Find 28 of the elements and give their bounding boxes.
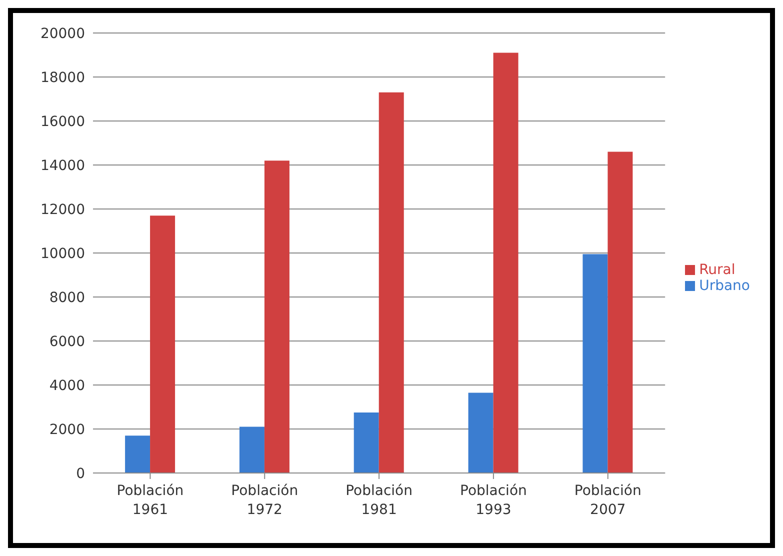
legend-label: Rural: [699, 262, 736, 278]
y-tick-label: 16000: [40, 114, 85, 130]
bar: [150, 216, 176, 473]
x-tick-label: Población 1993: [460, 483, 527, 518]
y-tick-label: 10000: [40, 246, 85, 262]
bar: [354, 412, 379, 473]
bar: [493, 52, 518, 473]
bar: [125, 436, 150, 473]
bar: [582, 254, 608, 473]
x-tick-label: Población 1961: [116, 483, 184, 518]
bar: [378, 92, 404, 473]
y-tick-label: 4000: [49, 378, 85, 394]
x-tick-label: Población 1972: [231, 483, 298, 518]
y-tick-label: 6000: [49, 334, 85, 350]
bar: [608, 152, 633, 473]
y-tick-label: 20000: [40, 26, 85, 42]
y-tick-label: 14000: [40, 158, 85, 174]
y-tick-label: 8000: [49, 290, 85, 306]
y-tick-label: 12000: [40, 202, 85, 218]
legend-label: Urbano: [699, 278, 750, 294]
y-tick-label: 18000: [40, 70, 85, 86]
y-tick-label: 2000: [49, 422, 85, 438]
bar: [468, 392, 494, 473]
y-tick-label: 0: [76, 466, 85, 482]
x-tick-label: Población 1981: [346, 483, 412, 518]
x-tick-label: Población 2007: [574, 483, 642, 518]
bar: [239, 426, 264, 473]
bar: [264, 160, 290, 473]
